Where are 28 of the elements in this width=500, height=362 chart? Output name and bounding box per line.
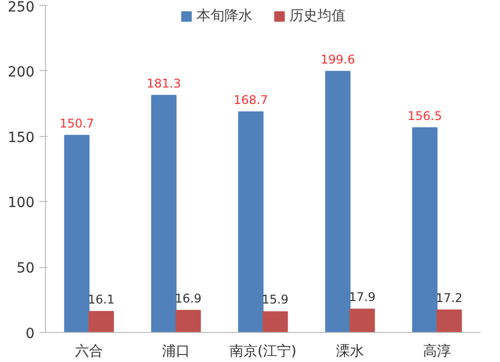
x-tick-label: 高淳 bbox=[423, 344, 451, 360]
x-tick-label: 南京(江宁) bbox=[230, 344, 296, 360]
data-label: 156.5 bbox=[408, 108, 442, 123]
y-tick-label: 100 bbox=[8, 195, 35, 212]
bar bbox=[262, 311, 288, 332]
bar bbox=[151, 94, 176, 332]
data-label: 199.6 bbox=[320, 52, 356, 66]
y-tick-label: 0 bbox=[26, 326, 35, 342]
y-tick-label: 200 bbox=[8, 64, 35, 80]
bar bbox=[350, 308, 375, 332]
y-tick-label: 250 bbox=[8, 0, 35, 16]
y-tick-label: 150 bbox=[8, 130, 35, 146]
bar bbox=[88, 310, 114, 332]
data-label: 181.3 bbox=[146, 76, 182, 90]
bar bbox=[176, 310, 201, 332]
legend-label: 历史均值 bbox=[290, 7, 346, 25]
bar bbox=[325, 70, 350, 332]
bar bbox=[238, 111, 264, 332]
x-tick-label: 溧水 bbox=[336, 344, 364, 360]
bar bbox=[436, 310, 462, 332]
legend-label: 本旬降水 bbox=[196, 7, 252, 25]
data-label: 150.7 bbox=[60, 116, 94, 130]
data-label: 168.7 bbox=[234, 92, 268, 107]
bar bbox=[412, 127, 438, 332]
y-tick-label: 50 bbox=[16, 260, 35, 277]
bar bbox=[64, 134, 90, 332]
x-tick-label: 六合 bbox=[75, 344, 103, 360]
x-tick-label: 浦口 bbox=[162, 344, 190, 360]
